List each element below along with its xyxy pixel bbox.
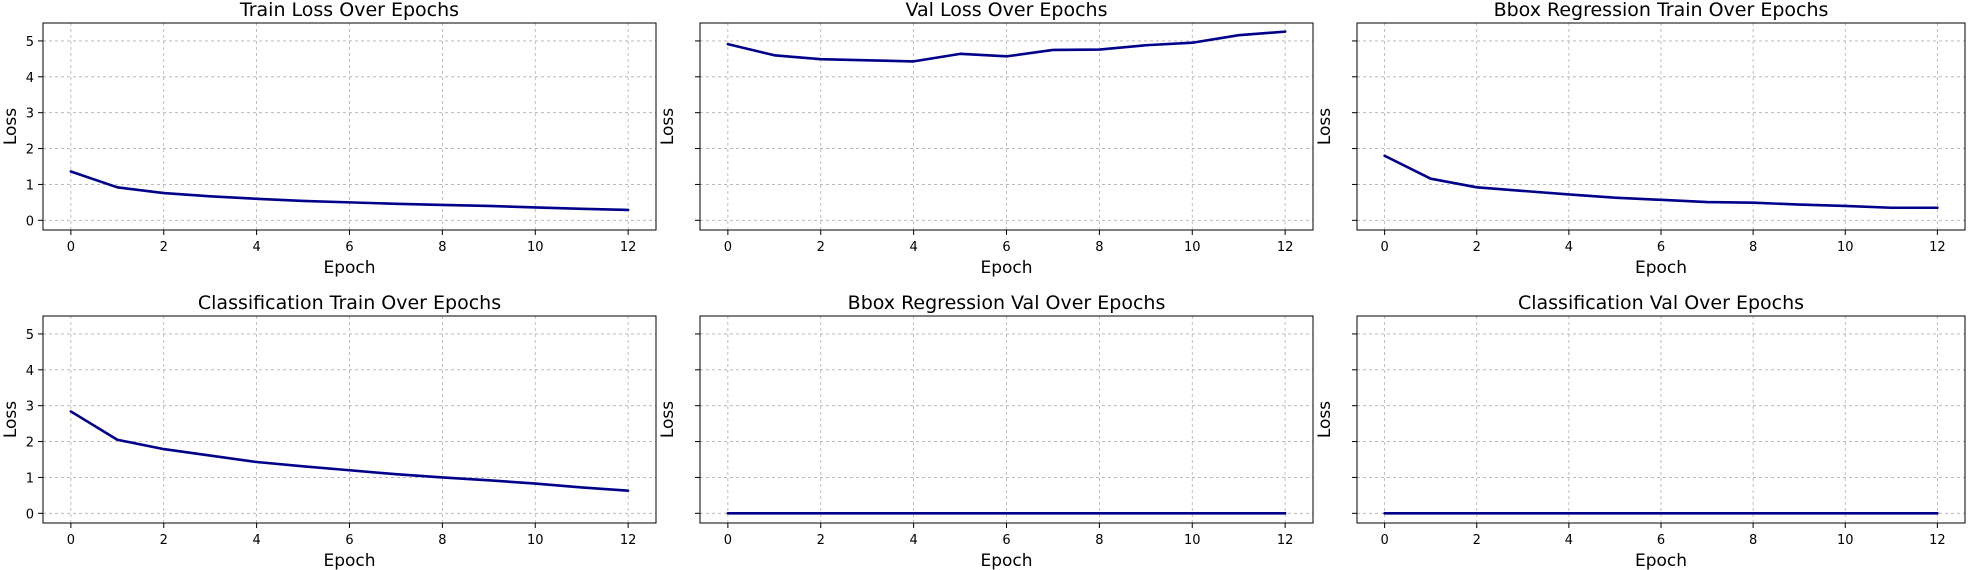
x-tick-label: 6 [345,240,353,255]
x-tick-label: 2 [817,240,825,255]
x-tick-label: 0 [1380,240,1388,255]
x-tick-label: 4 [252,240,260,255]
y-axis-label: Loss [658,108,678,145]
x-tick-label: 10 [1184,240,1201,255]
x-tick-label: 12 [620,533,637,548]
x-tick-label: 4 [252,533,260,548]
x-tick-label: 8 [1095,533,1103,548]
x-tick-label: 2 [160,240,168,255]
y-tick-label: 4 [26,364,34,379]
x-tick-label: 2 [1473,533,1481,548]
x-tick-label: 10 [1184,533,1201,548]
y-tick-label: 0 [26,507,34,522]
y-tick-label: 4 [26,71,34,86]
chart-title: Classification Val Over Epochs [1518,292,1804,314]
x-tick-label: 6 [1657,240,1665,255]
x-tick-label: 6 [1657,533,1665,548]
x-tick-label: 6 [1002,240,1010,255]
x-tick-label: 10 [527,533,544,548]
chart-title: Bbox Regression Val Over Epochs [848,292,1166,314]
x-axis-label: Epoch [1635,258,1687,278]
x-tick-label: 0 [67,533,75,548]
y-tick-label: 1 [26,471,34,486]
chart-panel-5: 0 2 4 6 8 10 12 Bbox Regression Val Over Epochs… [658,292,1314,570]
x-tick-label: 8 [1749,533,1757,548]
x-tick-label: 12 [1929,240,1946,255]
chart-title: Bbox Regression Train Over Epochs [1494,0,1829,21]
x-tick-label: 6 [345,533,353,548]
y-tick-label: 1 [26,178,34,193]
x-tick-label: 0 [724,533,732,548]
x-tick-label: 12 [620,240,637,255]
chart-title: Train Loss Over Epochs [239,0,459,21]
x-tick-label: 10 [527,240,544,255]
loss-series-line [69,410,630,493]
x-tick-label: 8 [438,240,446,255]
x-axis-label: Epoch [323,551,375,570]
x-tick-label: 4 [1565,240,1573,255]
x-axis-label: Epoch [980,258,1032,278]
x-tick-label: 4 [909,240,917,255]
y-tick-label: 3 [26,400,34,415]
loss-series-line [726,30,1287,63]
y-axis-label: Loss [658,401,678,438]
x-tick-label: 8 [1749,240,1757,255]
x-tick-label: 12 [1929,533,1946,548]
x-tick-label: 2 [1473,240,1481,255]
chart-panel-6: 0 2 4 6 8 10 12 Classification Val Over Epochs E… [1315,292,1966,570]
y-tick-label: 5 [26,328,34,343]
x-axis-label: Epoch [1635,551,1687,570]
x-tick-label: 10 [1837,533,1854,548]
x-axis-label: Epoch [323,258,375,278]
x-tick-label: 8 [438,533,446,548]
y-tick-label: 5 [26,35,34,50]
y-axis-label: Loss [1,108,21,145]
y-axis-label: Loss [1,401,21,438]
x-tick-label: 12 [1277,240,1294,255]
x-tick-label: 0 [724,240,732,255]
y-axis-label: Loss [1315,108,1335,145]
y-tick-label: 2 [26,143,34,158]
x-tick-label: 6 [1002,533,1010,548]
x-tick-label: 12 [1277,533,1294,548]
x-tick-label: 2 [817,533,825,548]
chart-title: Val Loss Over Epochs [905,0,1107,21]
chart-title: Classification Train Over Epochs [198,292,501,314]
y-tick-label: 3 [26,107,34,122]
chart-panel-3: 0 2 4 6 8 10 12 Bbox Regression Train Over Epoc… [1315,0,1966,278]
x-tick-label: 10 [1837,240,1854,255]
x-axis-label: Epoch [980,551,1032,570]
x-tick-label: 2 [160,533,168,548]
x-tick-label: 4 [909,533,917,548]
x-tick-label: 4 [1565,533,1573,548]
x-tick-label: 0 [1380,533,1388,548]
chart-panel-2: 0 2 4 6 8 10 12 Val Loss Over Epochs Epoch Loss [658,0,1314,278]
y-tick-label: 2 [26,436,34,451]
x-tick-label: 0 [67,240,75,255]
x-tick-label: 8 [1095,240,1103,255]
loss-series-line [69,170,630,212]
loss-series-line [1383,154,1939,210]
y-axis-label: Loss [1315,401,1335,438]
y-tick-label: 0 [26,214,34,229]
